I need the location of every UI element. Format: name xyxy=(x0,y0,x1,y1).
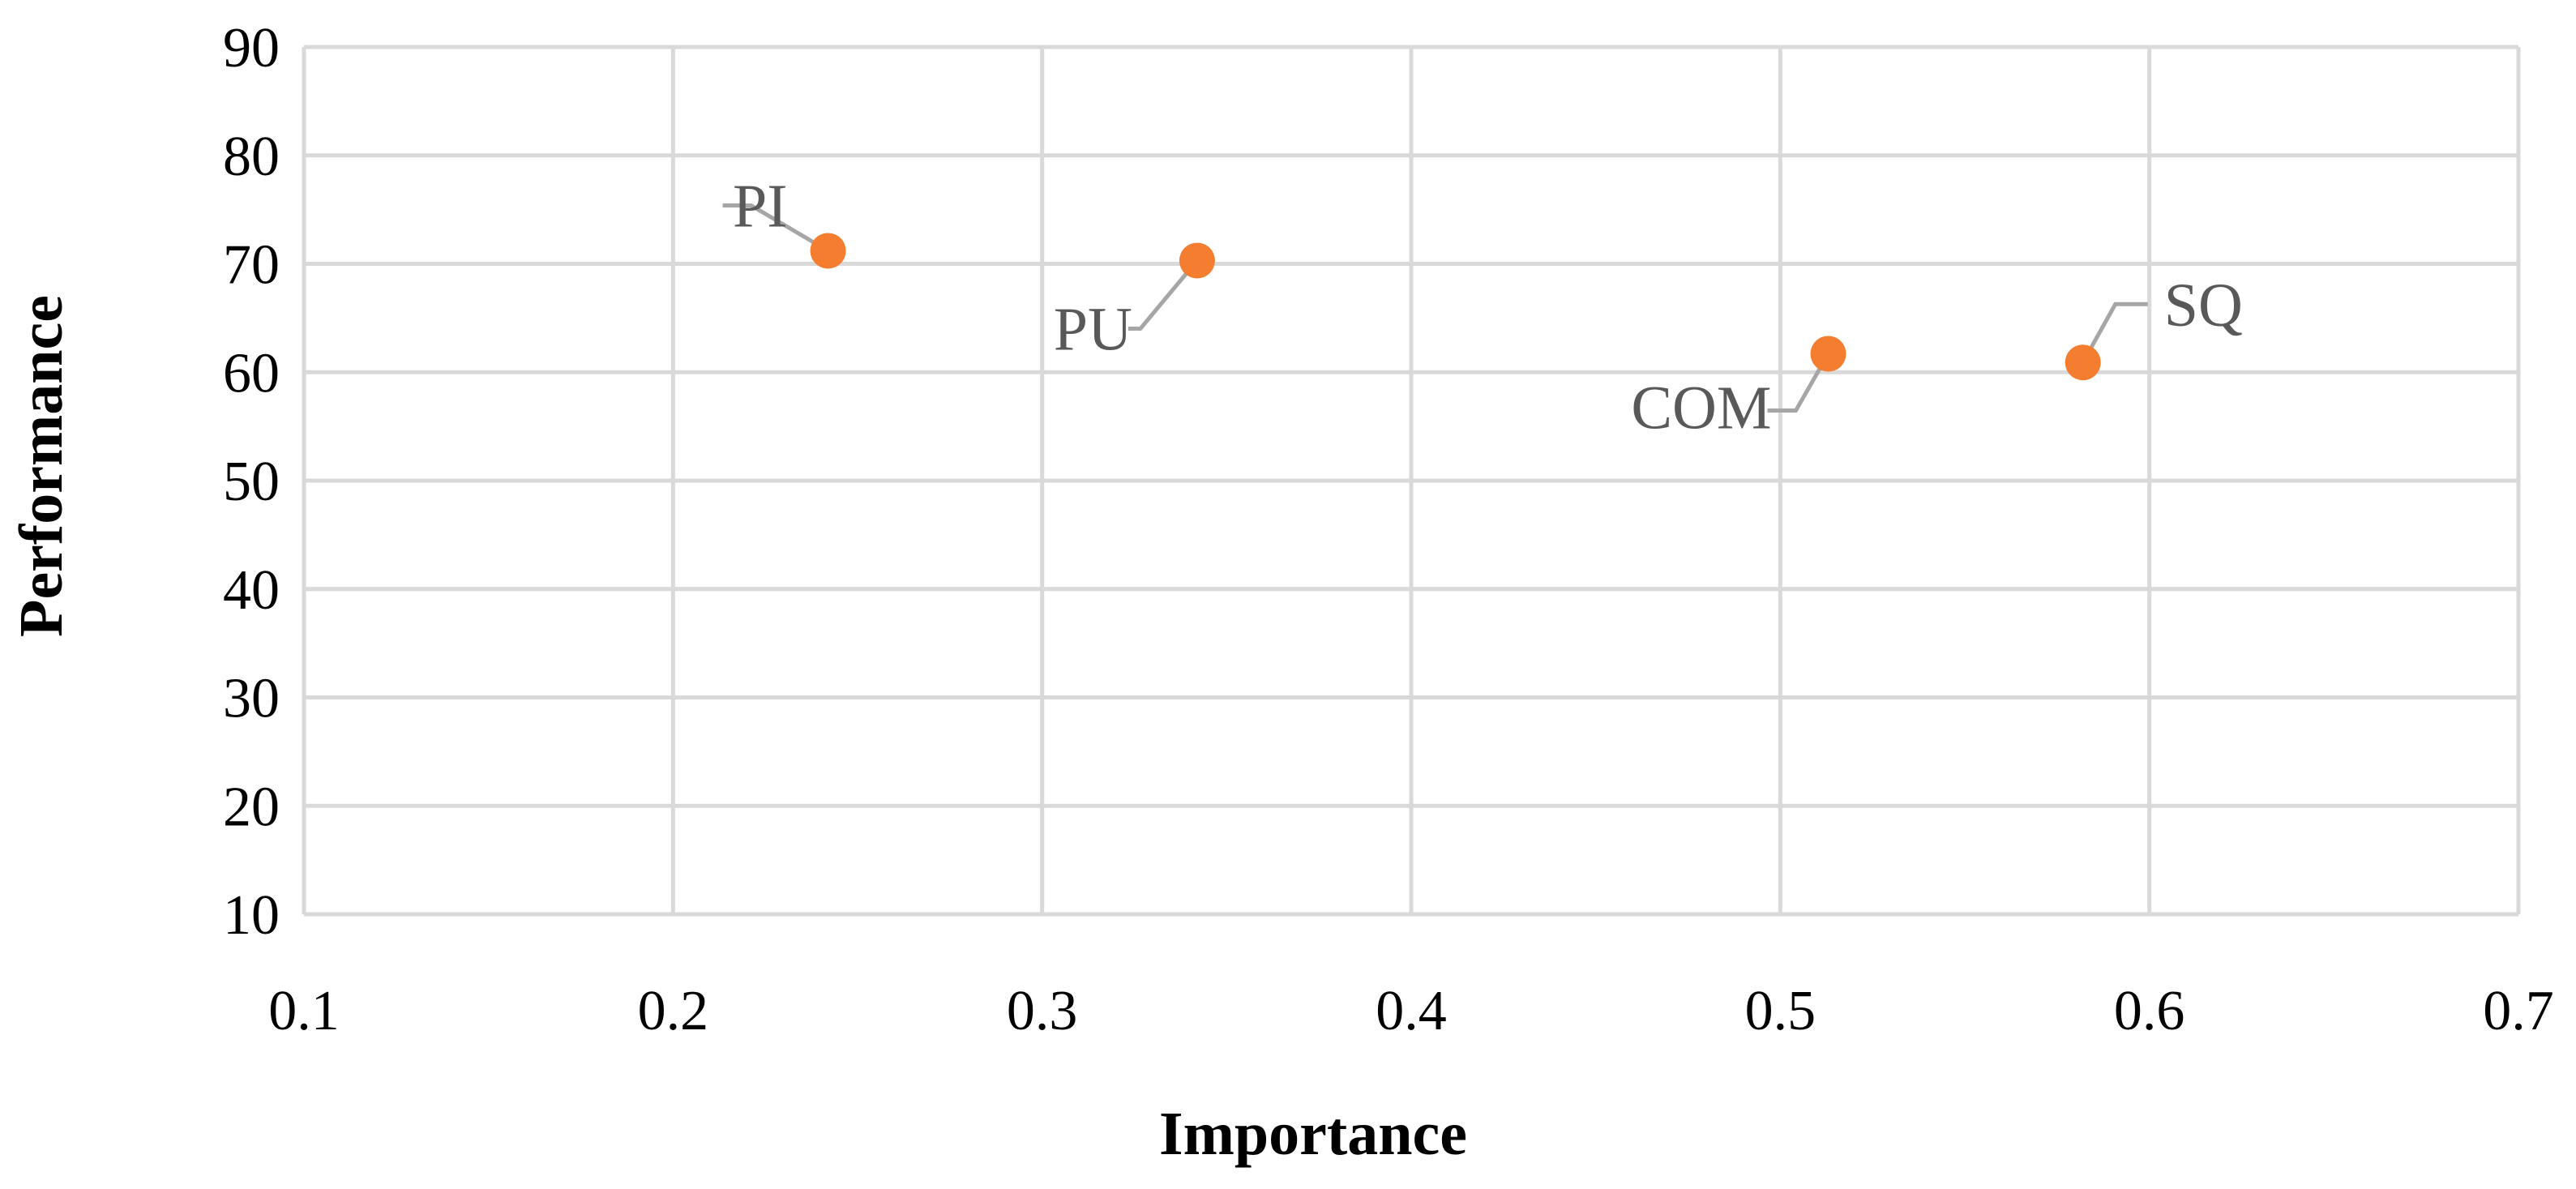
y-tick-label: 80 xyxy=(223,126,280,188)
leader-line xyxy=(722,203,829,253)
point-label: COM xyxy=(1631,374,1771,443)
y-tick-label: 30 xyxy=(223,668,280,730)
x-tick-label: 0.3 xyxy=(1007,980,1078,1042)
y-tick-label: 20 xyxy=(223,776,280,838)
tick-label-layer: 10 20 30 40 50 60 70 80 90 0.1 0.2 0.3 0.4 0.5 0.6 0.7 xyxy=(223,17,2554,1042)
data-point xyxy=(2065,344,2101,381)
y-tick-label: 70 xyxy=(223,234,280,297)
data-point xyxy=(1179,242,1215,279)
data-point xyxy=(810,233,846,269)
point-label-layer: PI PU COM SQ xyxy=(733,172,2243,442)
x-axis-title: Importance xyxy=(1159,1100,1467,1168)
y-tick-label: 40 xyxy=(223,559,280,622)
x-tick-label: 0.2 xyxy=(638,980,709,1042)
y-tick-label: 60 xyxy=(223,342,280,404)
y-tick-label: 10 xyxy=(223,884,280,947)
y-tick-label: 50 xyxy=(223,451,280,513)
y-tick-label: 90 xyxy=(223,17,280,79)
grid-layer xyxy=(302,45,2521,917)
data-point xyxy=(1810,336,1846,372)
data-point-layer xyxy=(810,233,2101,381)
leader-line xyxy=(1767,353,1830,413)
point-label: SQ xyxy=(2164,272,2243,340)
point-label: PI xyxy=(733,172,788,240)
x-tick-label: 0.4 xyxy=(1376,980,1447,1042)
leader-line xyxy=(1128,259,1199,331)
y-axis-title: Performance xyxy=(7,295,75,637)
leader-line-layer xyxy=(722,203,2148,413)
x-tick-label: 0.7 xyxy=(2483,980,2554,1042)
leader-line xyxy=(2081,302,2148,364)
x-tick-label: 0.5 xyxy=(1745,980,1816,1042)
x-tick-label: 0.1 xyxy=(268,980,340,1042)
point-label: PU xyxy=(1054,295,1132,363)
x-tick-label: 0.6 xyxy=(2114,980,2185,1042)
